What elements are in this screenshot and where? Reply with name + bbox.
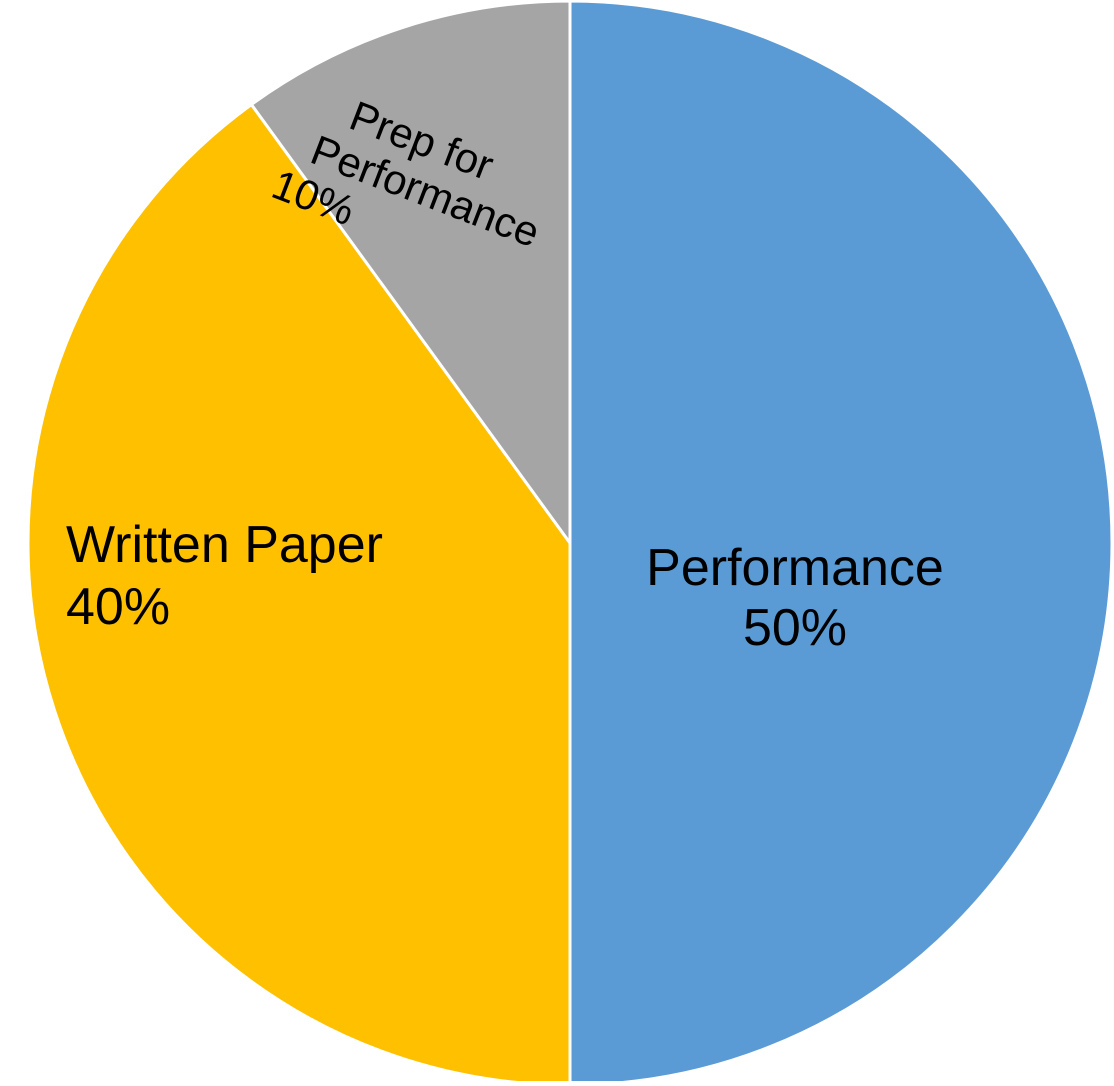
pie-label-performance: Performance 50%: [646, 539, 944, 657]
pie-slice-written-paper: [26, 102, 572, 1086]
pie-slice-performance: [568, 0, 1114, 1086]
pie-label-line: 50%: [743, 599, 847, 657]
pie-label-line: 40%: [66, 578, 170, 636]
pie-slices: [26, 0, 1114, 1086]
pie-label-line: Performance: [646, 539, 944, 597]
pie-label-line: Written Paper: [66, 516, 383, 574]
pie-label-written-paper: Written Paper 40%: [66, 516, 383, 636]
pie-slice-prep-for-performance: [249, 0, 572, 548]
